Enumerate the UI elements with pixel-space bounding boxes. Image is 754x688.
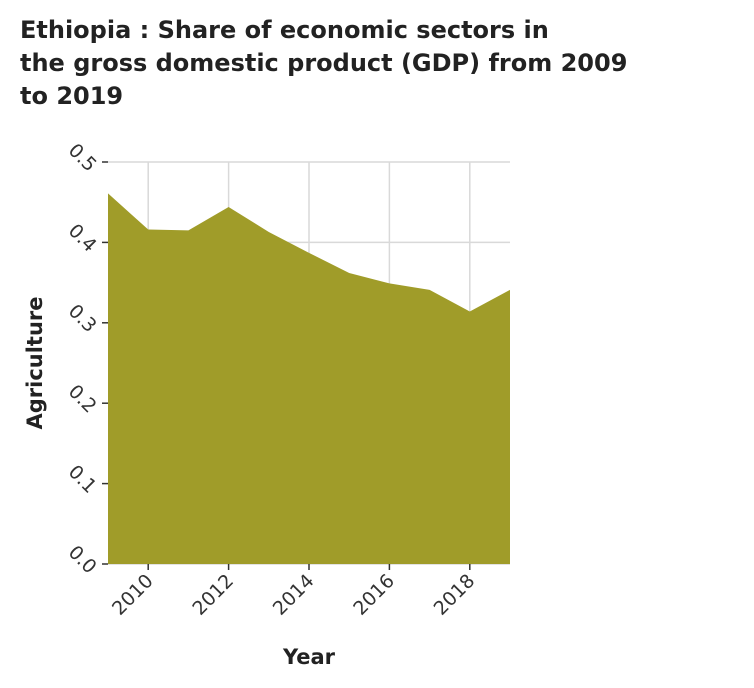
y-tick-label: 0.3	[64, 300, 101, 337]
y-axis-ticks: 0.0 0.1 0.2 0.3 0.4 0.5	[64, 139, 108, 578]
x-tick-label: 2016	[349, 570, 399, 620]
x-tick-label: 2014	[269, 570, 319, 620]
y-axis-title: Agriculture	[23, 296, 47, 429]
y-tick-label: 0.2	[64, 380, 101, 417]
x-tick-label: 2018	[430, 570, 480, 620]
x-tick-label: 2012	[188, 570, 238, 620]
y-tick-label: 0.4	[64, 220, 101, 257]
x-axis-title: Year	[282, 645, 336, 669]
y-tick-label: 0.1	[64, 461, 101, 498]
x-tick-label: 2010	[108, 570, 158, 620]
y-tick-label: 0.0	[64, 541, 101, 578]
x-axis-ticks: 2010 2012 2014 2016 2018	[108, 564, 479, 620]
y-tick-label: 0.5	[64, 139, 101, 176]
